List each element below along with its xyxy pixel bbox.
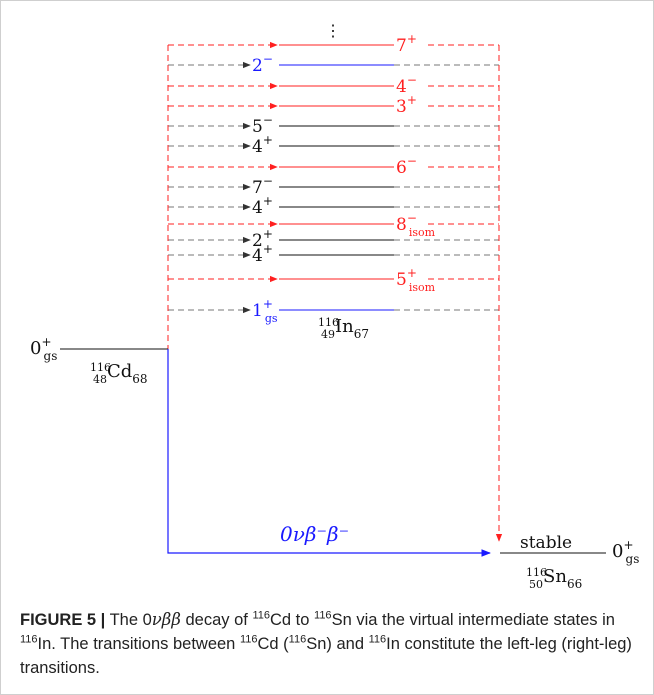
- intermediate-state: 4−: [168, 73, 499, 97]
- state-spin-parity-label: 2−: [252, 52, 273, 76]
- state-spin-parity-label: 7+: [396, 32, 417, 56]
- state-spin-parity-label: 5−: [252, 113, 273, 137]
- caption-text: In. The transitions between: [37, 635, 240, 653]
- intermediate-state: 2−: [168, 52, 499, 76]
- intermediate-state: 2+: [168, 227, 499, 251]
- daughter-stable-label: stable: [520, 533, 572, 553]
- state-spin-parity-label: 6−: [396, 154, 417, 178]
- caption-superscript: 116: [239, 633, 258, 646]
- ellipsis-marker: ⋮: [325, 21, 341, 40]
- intermediate-state: 1+ gs: [168, 297, 499, 325]
- caption-text: In constitute the left-leg (right-leg) t…: [20, 635, 632, 677]
- intermediate-state: 4+: [168, 242, 499, 266]
- caption-text: Cd (: [257, 635, 289, 653]
- intermediate-state: 4+: [168, 194, 499, 218]
- caption-superscript: 116: [20, 633, 38, 646]
- caption-text: The 0: [105, 611, 152, 629]
- figure-caption: FIGURE 5 | The 0νββ decay of 116Cd to 11…: [20, 608, 640, 680]
- intermediate-state: 8− isom: [168, 211, 499, 239]
- state-spin-parity-label: 5+ isom: [396, 266, 436, 294]
- caption-text: decay of: [180, 611, 253, 629]
- figure-number: FIGURE 5 |: [20, 611, 106, 629]
- intermediate-state: 7+: [168, 32, 499, 56]
- caption-symbol: νββ: [151, 610, 181, 629]
- parent-nucleus-label: 116 48Cd68: [90, 361, 148, 386]
- state-spin-parity-label: 4+: [252, 194, 273, 218]
- intermediate-nucleus-label: 116 49In67: [318, 316, 369, 341]
- intermediate-state: 4+: [168, 133, 499, 157]
- caption-text: Sn) and: [306, 635, 369, 653]
- state-spin-parity-label: 4−: [396, 73, 417, 97]
- state-spin-parity-label: 8− isom: [396, 211, 436, 239]
- caption-text: Cd to: [269, 611, 315, 629]
- caption-superscript: 116: [252, 609, 270, 622]
- intermediate-state: 6−: [168, 154, 499, 178]
- caption-superscript: 116: [368, 633, 387, 646]
- state-spin-parity-label: 7−: [252, 174, 273, 198]
- state-spin-parity-label: 1+ gs: [252, 297, 278, 325]
- daughter-nucleus-label: 116 50Sn66: [526, 566, 582, 591]
- caption-text: Sn via the virtual intermediate states i…: [331, 611, 615, 629]
- intermediate-state: 3+: [168, 93, 499, 117]
- parent-level-label: 0+ gs: [30, 335, 57, 363]
- state-spin-parity-label: 4+: [252, 133, 273, 157]
- state-spin-parity-label: 4+: [252, 242, 273, 266]
- intermediate-state: 7−: [168, 174, 499, 198]
- decay-mode-label: 0νβ⁻β⁻: [280, 522, 349, 546]
- state-spin-parity-label: 3+: [396, 93, 417, 117]
- caption-superscript: 116: [314, 609, 332, 622]
- intermediate-state: 5+ isom: [168, 266, 499, 294]
- intermediate-state: 5−: [168, 113, 499, 137]
- neutrinoless-double-beta-path: [167, 349, 491, 557]
- caption-superscript: 116: [288, 633, 307, 646]
- state-spin-parity-label: 2+: [252, 227, 273, 251]
- daughter-level-label: 0+ gs: [612, 538, 639, 566]
